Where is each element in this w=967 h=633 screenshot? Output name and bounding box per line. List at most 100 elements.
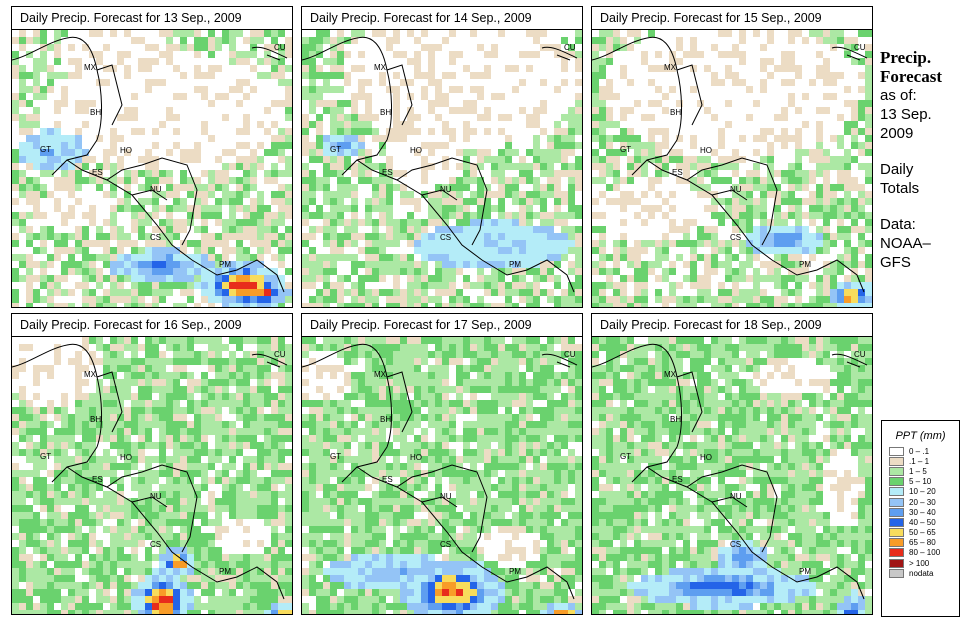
precip-cell (215, 358, 222, 365)
precip-cell (781, 65, 788, 72)
precip-cell (351, 282, 358, 289)
precip-cell (648, 177, 655, 184)
precip-cell (767, 303, 774, 307)
precip-cell (865, 142, 872, 149)
precip-cell (386, 205, 393, 212)
precip-cell (533, 226, 540, 233)
precip-cell (830, 149, 837, 156)
precip-cell (669, 219, 676, 226)
precip-cell (372, 51, 379, 58)
precip-cell (278, 289, 285, 296)
precip-cell (201, 212, 208, 219)
precip-cell (655, 268, 662, 275)
precip-cell (519, 170, 526, 177)
precip-cell (823, 135, 830, 142)
precip-cell (470, 51, 477, 58)
precip-cell (138, 177, 145, 184)
precip-cell (264, 219, 271, 226)
precip-cell (620, 289, 627, 296)
precip-cell (830, 177, 837, 184)
precip-cell (760, 142, 767, 149)
precip-cell (802, 205, 809, 212)
precip-cell (330, 219, 337, 226)
precip-cell (760, 191, 767, 198)
precip-cell (124, 289, 131, 296)
precip-cell (110, 296, 117, 303)
precip-cell (61, 191, 68, 198)
precip-cell (96, 268, 103, 275)
precip-cell (26, 86, 33, 93)
precip-cell (159, 177, 166, 184)
precip-cell (816, 219, 823, 226)
precip-cell (526, 282, 533, 289)
precip-cell (75, 226, 82, 233)
precip-cell (505, 58, 512, 65)
precip-cell (379, 93, 386, 100)
precip-cell (697, 240, 704, 247)
precip-cell (592, 58, 599, 65)
precip-cell (599, 170, 606, 177)
precip-cell (627, 170, 634, 177)
precip-cell (131, 121, 138, 128)
precip-cell (33, 289, 40, 296)
precip-cell (802, 121, 809, 128)
precip-cell (54, 240, 61, 247)
precip-cell (103, 58, 110, 65)
precip-cell (12, 226, 19, 233)
precip-cell (620, 86, 627, 93)
precip-cell (75, 177, 82, 184)
precip-cell (278, 268, 285, 275)
precip-cell (379, 30, 386, 37)
precip-cell (606, 184, 613, 191)
precip-cell (236, 184, 243, 191)
precip-cell (519, 107, 526, 114)
precip-cell (428, 163, 435, 170)
precip-cell (526, 205, 533, 212)
precip-cell (561, 303, 568, 307)
precip-cell (54, 358, 61, 365)
precip-cell (166, 37, 173, 44)
precip-cell (68, 233, 75, 240)
precip-cell (676, 191, 683, 198)
precip-cell (330, 247, 337, 254)
precip-cell (19, 212, 26, 219)
precip-cell (592, 198, 599, 205)
precip-cell (613, 275, 620, 282)
precip-cell (236, 351, 243, 358)
precip-cell (711, 51, 718, 58)
precip-cell (201, 142, 208, 149)
precip-cell (180, 44, 187, 51)
precip-cell (138, 191, 145, 198)
precip-cell (407, 226, 414, 233)
precip-cell (194, 240, 201, 247)
precip-cell (187, 337, 194, 344)
precip-cell (830, 198, 837, 205)
precip-cell (788, 240, 795, 247)
precip-cell (823, 296, 830, 303)
precip-cell (526, 100, 533, 107)
precip-cell (641, 247, 648, 254)
precip-cell (145, 86, 152, 93)
precip-cell (138, 219, 145, 226)
precip-cell (337, 156, 344, 163)
precip-cell (372, 114, 379, 121)
precip-cell (414, 30, 421, 37)
precip-cell (823, 149, 830, 156)
precip-cell (795, 79, 802, 86)
precip-cell (407, 296, 414, 303)
precip-cell (379, 233, 386, 240)
precip-cell (463, 93, 470, 100)
precip-cell (641, 240, 648, 247)
forecast-panel-sep15: Daily Precip. Forecast for 15 Sep., 2009… (591, 6, 873, 308)
precip-cell (498, 79, 505, 86)
precip-cell (767, 219, 774, 226)
precip-cell (323, 282, 330, 289)
precip-cell (470, 303, 477, 307)
precip-cell (753, 170, 760, 177)
precip-cell (75, 107, 82, 114)
precip-cell (180, 107, 187, 114)
precip-cell (19, 351, 26, 358)
precip-cell (711, 275, 718, 282)
precip-cell (739, 128, 746, 135)
precip-cell (697, 184, 704, 191)
